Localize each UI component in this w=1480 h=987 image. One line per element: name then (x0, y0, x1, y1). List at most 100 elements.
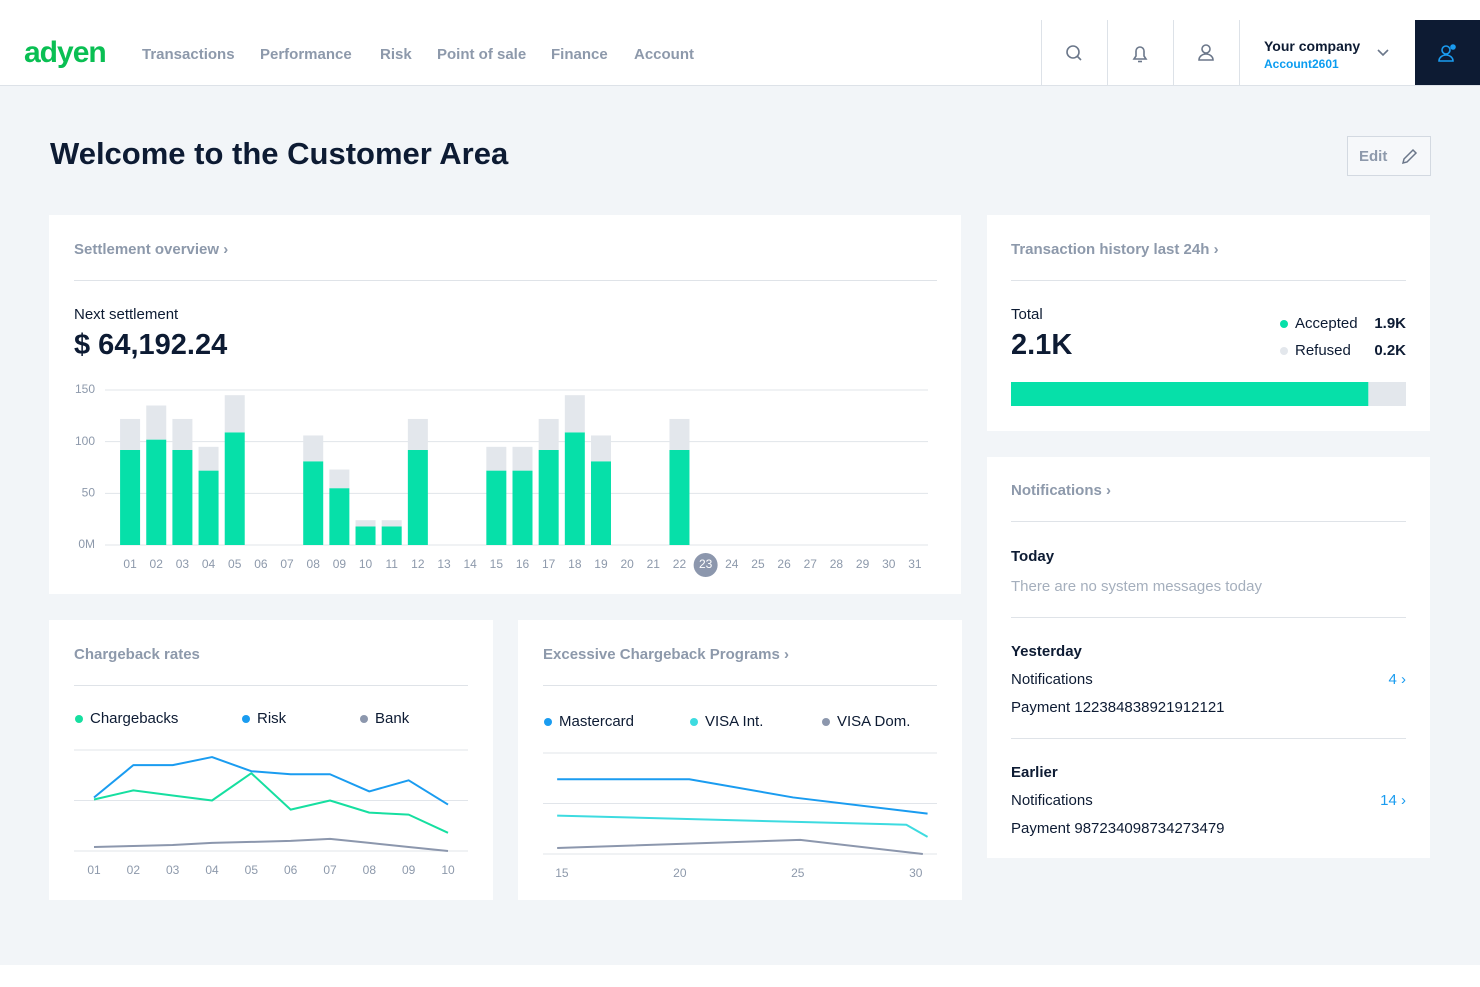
x-tick-label: 04 (202, 557, 216, 571)
user-icon[interactable] (1198, 44, 1214, 61)
card-heading: Chargeback rates (74, 646, 200, 663)
nav-item[interactable]: Performance (260, 46, 352, 63)
account-button[interactable] (1415, 20, 1480, 85)
company-name[interactable]: Your company (1264, 38, 1361, 54)
bar (224, 395, 245, 433)
notification-label: Notifications (1011, 792, 1093, 809)
legend-dot (360, 715, 368, 723)
x-tick-label: 11 (385, 557, 398, 571)
page-title: Welcome to the Customer Area (50, 136, 509, 171)
nav-item[interactable]: Finance (551, 46, 608, 63)
logo[interactable]: adyen (24, 36, 107, 69)
x-tick-label: 15 (555, 866, 569, 880)
x-tick-label: 08 (307, 557, 321, 571)
notifications-card (987, 457, 1430, 858)
legend-label: Mastercard (559, 713, 634, 730)
bar (146, 405, 167, 440)
x-tick-label: 05 (245, 863, 259, 877)
x-tick-label: 14 (463, 557, 477, 571)
pencil-icon (1401, 148, 1418, 165)
section-title: Today (1011, 548, 1055, 565)
x-tick-label: 17 (542, 557, 556, 571)
notification-label: Notifications (1011, 671, 1093, 688)
legend-dot (1280, 320, 1288, 328)
x-tick-label: 04 (205, 863, 219, 877)
line (93, 772, 449, 834)
legend-dot (822, 718, 830, 726)
bar (564, 432, 585, 545)
nav-item[interactable]: Point of sale (437, 46, 527, 63)
bar (381, 526, 402, 545)
nav-item[interactable]: Risk (380, 46, 412, 63)
x-tick-label: 18 (568, 557, 582, 571)
card-heading[interactable]: Excessive Chargeback Programs › (543, 646, 789, 663)
bar (146, 439, 167, 545)
x-tick-label: 06 (254, 557, 268, 571)
divider (1011, 617, 1406, 618)
nav-item[interactable]: Transactions (142, 46, 235, 63)
nav-item[interactable]: Account (634, 46, 694, 63)
x-tick-label: 05 (228, 557, 242, 571)
chevron[interactable] (1377, 49, 1389, 57)
card-heading[interactable]: Settlement overview › (74, 241, 229, 258)
bar (303, 435, 324, 462)
x-tick-label: 15 (490, 557, 504, 571)
divider (1011, 738, 1406, 739)
bar (486, 470, 507, 545)
bar (538, 418, 559, 450)
legend-label: Chargebacks (90, 710, 178, 727)
search-icon[interactable] (1066, 45, 1082, 61)
message: There are no system messages today (1011, 578, 1262, 595)
nav-icons (1041, 20, 1480, 85)
divider (74, 685, 468, 686)
line (93, 837, 449, 852)
x-tick-label: 21 (647, 557, 661, 571)
y-tick-label: 150 (75, 382, 95, 396)
x-tick-label: 22 (673, 557, 687, 571)
edit-button[interactable] (1347, 136, 1431, 176)
bell-icon[interactable] (1132, 46, 1148, 63)
bar (198, 446, 219, 471)
line (557, 778, 928, 815)
x-tick-label: 07 (323, 863, 337, 877)
legend-label: Bank (375, 710, 410, 727)
bar (590, 461, 611, 545)
x-tick-label: 01 (123, 557, 137, 571)
section-title: Yesterday (1011, 643, 1082, 660)
notification-count[interactable]: 14 › (1380, 792, 1406, 809)
y-tick-label: 0M (78, 537, 95, 551)
payment[interactable]: Payment 122384838921912121 (1011, 699, 1225, 716)
line (93, 756, 449, 806)
x-tick-label: 20 (620, 557, 634, 571)
payment[interactable]: Payment 987234098734273479 (1011, 820, 1225, 837)
settlement-label: Next settlement (74, 306, 179, 323)
card-heading[interactable]: Notifications › (1011, 482, 1111, 499)
bar-segment (1368, 382, 1406, 406)
y-tick-label: 50 (82, 486, 96, 500)
bar (381, 520, 402, 527)
x-tick-label: 01 (87, 863, 101, 877)
account-name[interactable]: Account2601 (1264, 57, 1339, 71)
legend-dot (690, 718, 698, 726)
bar (355, 526, 376, 545)
x-tick-label: 16 (516, 557, 530, 571)
card-heading[interactable]: Transaction history last 24h › (1011, 241, 1219, 258)
divider (1011, 280, 1406, 281)
divider (543, 685, 937, 686)
x-tick-label: 30 (909, 866, 923, 880)
divider (1011, 521, 1406, 522)
bar (564, 395, 585, 433)
bar (120, 449, 141, 545)
legend-label: Risk (257, 710, 287, 727)
bar (407, 418, 428, 450)
notification-count[interactable]: 4 › (1388, 671, 1406, 688)
x-tick-label: 10 (359, 557, 373, 571)
x-tick-label: 03 (176, 557, 190, 571)
settlement-amount: $ 64,192.24 (74, 329, 228, 361)
edit-label[interactable]: Edit (1359, 148, 1388, 165)
x-tick-label: 12 (411, 557, 425, 571)
divider (74, 280, 937, 281)
legend-value: 1.9K (1374, 315, 1406, 332)
